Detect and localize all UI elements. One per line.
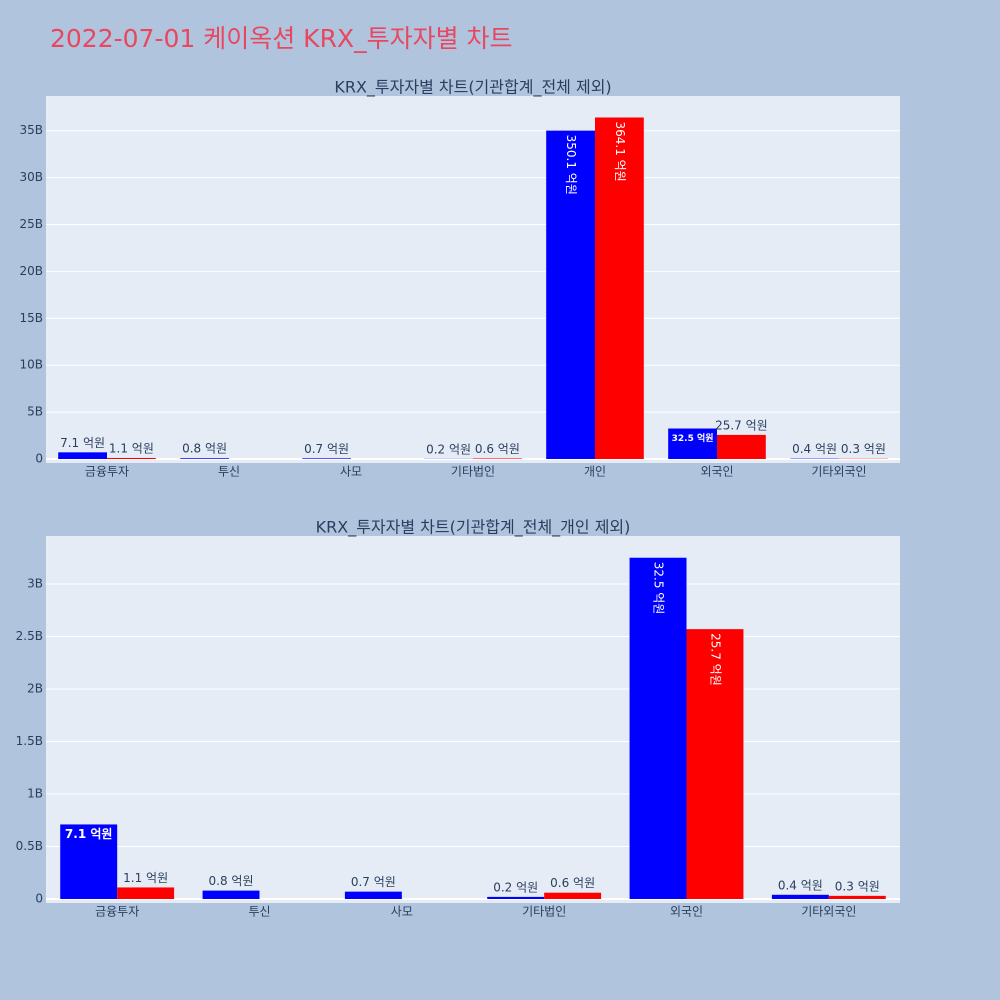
y-tick-label: 35B bbox=[19, 123, 43, 137]
y-tick-label: 20B bbox=[19, 264, 43, 278]
value-label: 32.5 억원 bbox=[672, 432, 714, 444]
y-tick-label: 10B bbox=[19, 358, 43, 372]
value-label: 7.1 억원 bbox=[60, 436, 105, 450]
x-tick-label: 사모 bbox=[391, 905, 413, 919]
bar bbox=[629, 557, 687, 899]
value-label: 0.4 억원 bbox=[778, 878, 823, 892]
bar bbox=[202, 890, 260, 899]
x-tick-label: 투신 bbox=[218, 465, 240, 479]
y-tick-label: 15B bbox=[19, 311, 43, 325]
y-tick-label: 0.5B bbox=[16, 839, 43, 853]
value-label: 32.5 억원 bbox=[652, 562, 666, 615]
value-label: 1.1 억원 bbox=[123, 871, 168, 885]
value-label: 0.3 억원 bbox=[841, 442, 886, 456]
y-tick-label: 1.5B bbox=[16, 734, 43, 748]
y-tick-label: 25B bbox=[19, 217, 43, 231]
bar bbox=[544, 892, 602, 899]
bar bbox=[771, 894, 829, 899]
bar bbox=[668, 428, 717, 459]
value-label: 350.1 억원 bbox=[564, 135, 578, 195]
page-title: 2022-07-01 케이옥션 KRX_투자자별 차트 bbox=[50, 24, 513, 53]
value-label: 7.1 억원 bbox=[65, 827, 113, 841]
y-tick-label: 30B bbox=[19, 170, 43, 184]
y-tick-label: 2.5B bbox=[16, 629, 43, 643]
plot-area bbox=[46, 96, 900, 463]
value-label: 364.1 억원 bbox=[613, 121, 627, 181]
bar bbox=[473, 458, 522, 459]
x-tick-label: 금융투자 bbox=[95, 905, 139, 919]
y-tick-label: 0 bbox=[35, 892, 43, 906]
y-tick-label: 3B bbox=[27, 576, 43, 590]
value-label: 0.8 억원 bbox=[209, 874, 254, 888]
bar bbox=[60, 824, 118, 899]
value-label: 0.6 억원 bbox=[475, 442, 520, 456]
bar bbox=[487, 896, 545, 899]
y-tick-label: 1B bbox=[27, 786, 43, 800]
bar bbox=[302, 458, 351, 459]
value-label: 0.7 억원 bbox=[304, 442, 349, 456]
y-tick-label: 2B bbox=[27, 681, 43, 695]
bar bbox=[686, 629, 744, 899]
value-label: 25.7 억원 bbox=[715, 418, 768, 432]
bar bbox=[58, 452, 107, 459]
x-tick-label: 외국인 bbox=[670, 905, 703, 919]
plot-area bbox=[46, 536, 900, 903]
y-tick-label: 5B bbox=[27, 405, 43, 419]
x-tick-label: 사모 bbox=[340, 465, 362, 479]
value-label: 0.7 억원 bbox=[351, 875, 396, 889]
bar bbox=[828, 895, 886, 899]
x-tick-label: 기타외국인 bbox=[811, 465, 866, 479]
bar bbox=[717, 434, 766, 459]
bar bbox=[595, 117, 644, 459]
value-label: 0.3 억원 bbox=[835, 879, 880, 893]
x-tick-label: 개인 bbox=[584, 465, 606, 479]
x-tick-label: 투신 bbox=[248, 905, 270, 919]
value-label: 0.8 억원 bbox=[182, 442, 227, 456]
value-label: 0.6 억원 bbox=[550, 876, 595, 890]
value-label: 25.7 억원 bbox=[708, 633, 722, 686]
value-label: 0.2 억원 bbox=[493, 880, 538, 894]
y-tick-label: 0 bbox=[35, 452, 43, 466]
x-tick-label: 외국인 bbox=[700, 465, 733, 479]
value-label: 0.2 억원 bbox=[426, 442, 471, 456]
bar bbox=[117, 887, 175, 899]
bar bbox=[344, 891, 402, 899]
x-tick-label: 기타외국인 bbox=[801, 905, 856, 919]
value-label: 1.1 억원 bbox=[109, 441, 154, 455]
x-tick-label: 기타법인 bbox=[451, 465, 495, 479]
x-tick-label: 금융투자 bbox=[85, 465, 129, 479]
bar bbox=[546, 130, 595, 459]
x-tick-label: 기타법인 bbox=[522, 905, 566, 919]
chart-title: KRX_투자자별 차트(기관합계_전체_개인 제외) bbox=[316, 518, 631, 538]
bar bbox=[180, 458, 229, 459]
value-label: 0.4 억원 bbox=[792, 442, 837, 456]
chart-title: KRX_투자자별 차트(기관합계_전체 제외) bbox=[334, 78, 611, 98]
bar bbox=[107, 457, 156, 459]
